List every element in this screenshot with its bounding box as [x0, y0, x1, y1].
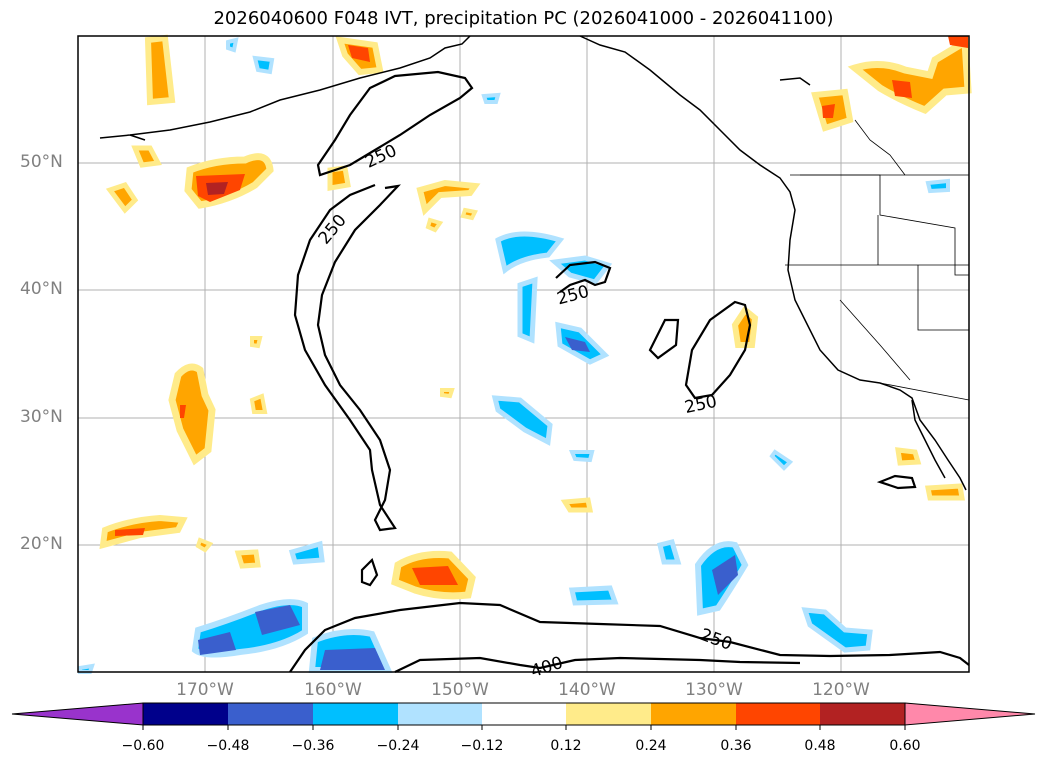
coastlines [99, 35, 967, 491]
pos-region [195, 537, 214, 553]
colorbar-extend-right [904, 702, 1036, 726]
neg-region [568, 450, 595, 463]
colorbar-tick-label: −0.60 [121, 738, 165, 754]
colorbar-tick-label: −0.36 [291, 738, 335, 754]
colorbar-segment [566, 703, 651, 725]
neg-region [320, 648, 385, 670]
pos-region [460, 207, 478, 221]
pos-region [847, 36, 972, 115]
neg-region [78, 663, 95, 674]
pos-region [822, 104, 835, 118]
contour-label: 250 [555, 282, 592, 310]
neg-region [565, 337, 590, 352]
neg-region [925, 178, 950, 194]
neg-region [226, 37, 239, 53]
colorbar-segment [482, 703, 566, 725]
contour-label: 400 [528, 653, 565, 682]
colorbar-segment [398, 703, 482, 725]
neg-region [288, 540, 325, 565]
pos-region [234, 549, 261, 569]
lat-label: 20°N [20, 534, 63, 554]
neg-region [198, 632, 236, 655]
lon-label: 120°W [812, 680, 870, 700]
ivt-contours [289, 70, 970, 673]
contour-label: 250 [683, 392, 719, 418]
lon-label: 160°W [304, 680, 362, 700]
contour-label: 250 [315, 211, 351, 249]
colorbar-segment [228, 703, 313, 725]
colorbar-tick-label: −0.48 [206, 738, 250, 754]
pos-region [895, 447, 922, 466]
lon-label: 130°W [685, 680, 743, 700]
colorbar [11, 702, 1036, 730]
neg-region [657, 538, 682, 565]
colorbar-segment [820, 703, 905, 725]
lat-label: 40°N [20, 279, 63, 299]
pos-region [180, 405, 186, 418]
lat-label: 50°N [20, 152, 63, 172]
pos-region [440, 388, 455, 399]
colorbar-tick-label: 0.24 [635, 738, 667, 754]
lon-label: 140°W [558, 680, 616, 700]
neg-region [517, 276, 538, 344]
pos-region [731, 305, 759, 348]
neg-region [801, 607, 873, 653]
pos-region [115, 528, 145, 536]
pos-region [412, 566, 458, 585]
pos-region [249, 393, 268, 414]
pos-region [144, 34, 176, 106]
pos-region [250, 336, 263, 349]
lon-label: 150°W [431, 680, 489, 700]
borders [785, 119, 970, 401]
colorbar-tick-label: −0.12 [460, 738, 504, 754]
map-frame [77, 35, 970, 673]
contour-label: 250 [697, 625, 734, 655]
colorbar-tick-label: 0.12 [550, 738, 582, 754]
colorbar-tick-label: −0.24 [376, 738, 420, 754]
contour-label: 250 [362, 141, 400, 173]
positive-anomaly-regions [99, 34, 972, 600]
pos-region [425, 217, 444, 233]
map-title: 2026040600 F048 IVT, precipitation PC (2… [213, 8, 834, 29]
lon-label: 170°W [176, 680, 234, 700]
pos-region [131, 145, 162, 168]
neg-region [568, 585, 619, 606]
gridlines [78, 36, 969, 672]
pos-region [948, 36, 968, 48]
neg-region [252, 55, 275, 75]
pos-region [892, 80, 912, 98]
pos-region [560, 497, 594, 513]
neg-region [769, 449, 794, 471]
neg-region [495, 231, 565, 275]
colorbar-segment [736, 703, 820, 725]
colorbar-extend-left [11, 702, 144, 726]
colorbar-tick-label: 0.60 [889, 738, 921, 754]
colorbar-tick-label: 0.36 [720, 738, 752, 754]
neg-region [255, 605, 300, 635]
pos-region [348, 45, 370, 62]
pos-region [105, 182, 139, 214]
negative-anomaly-regions [78, 37, 950, 674]
colorbar-tick-label: 0.48 [804, 738, 836, 754]
neg-region [549, 255, 613, 285]
colorbar-segment [313, 703, 398, 725]
colorbar-segment [143, 703, 228, 725]
pos-region [416, 179, 481, 216]
pos-region [168, 363, 216, 466]
pos-region [924, 483, 965, 501]
colorbar-segment [651, 703, 736, 725]
neg-region [712, 555, 738, 595]
neg-region [481, 92, 501, 104]
lat-label: 30°N [20, 407, 63, 427]
neg-region [491, 395, 553, 446]
pos-region [206, 182, 228, 195]
